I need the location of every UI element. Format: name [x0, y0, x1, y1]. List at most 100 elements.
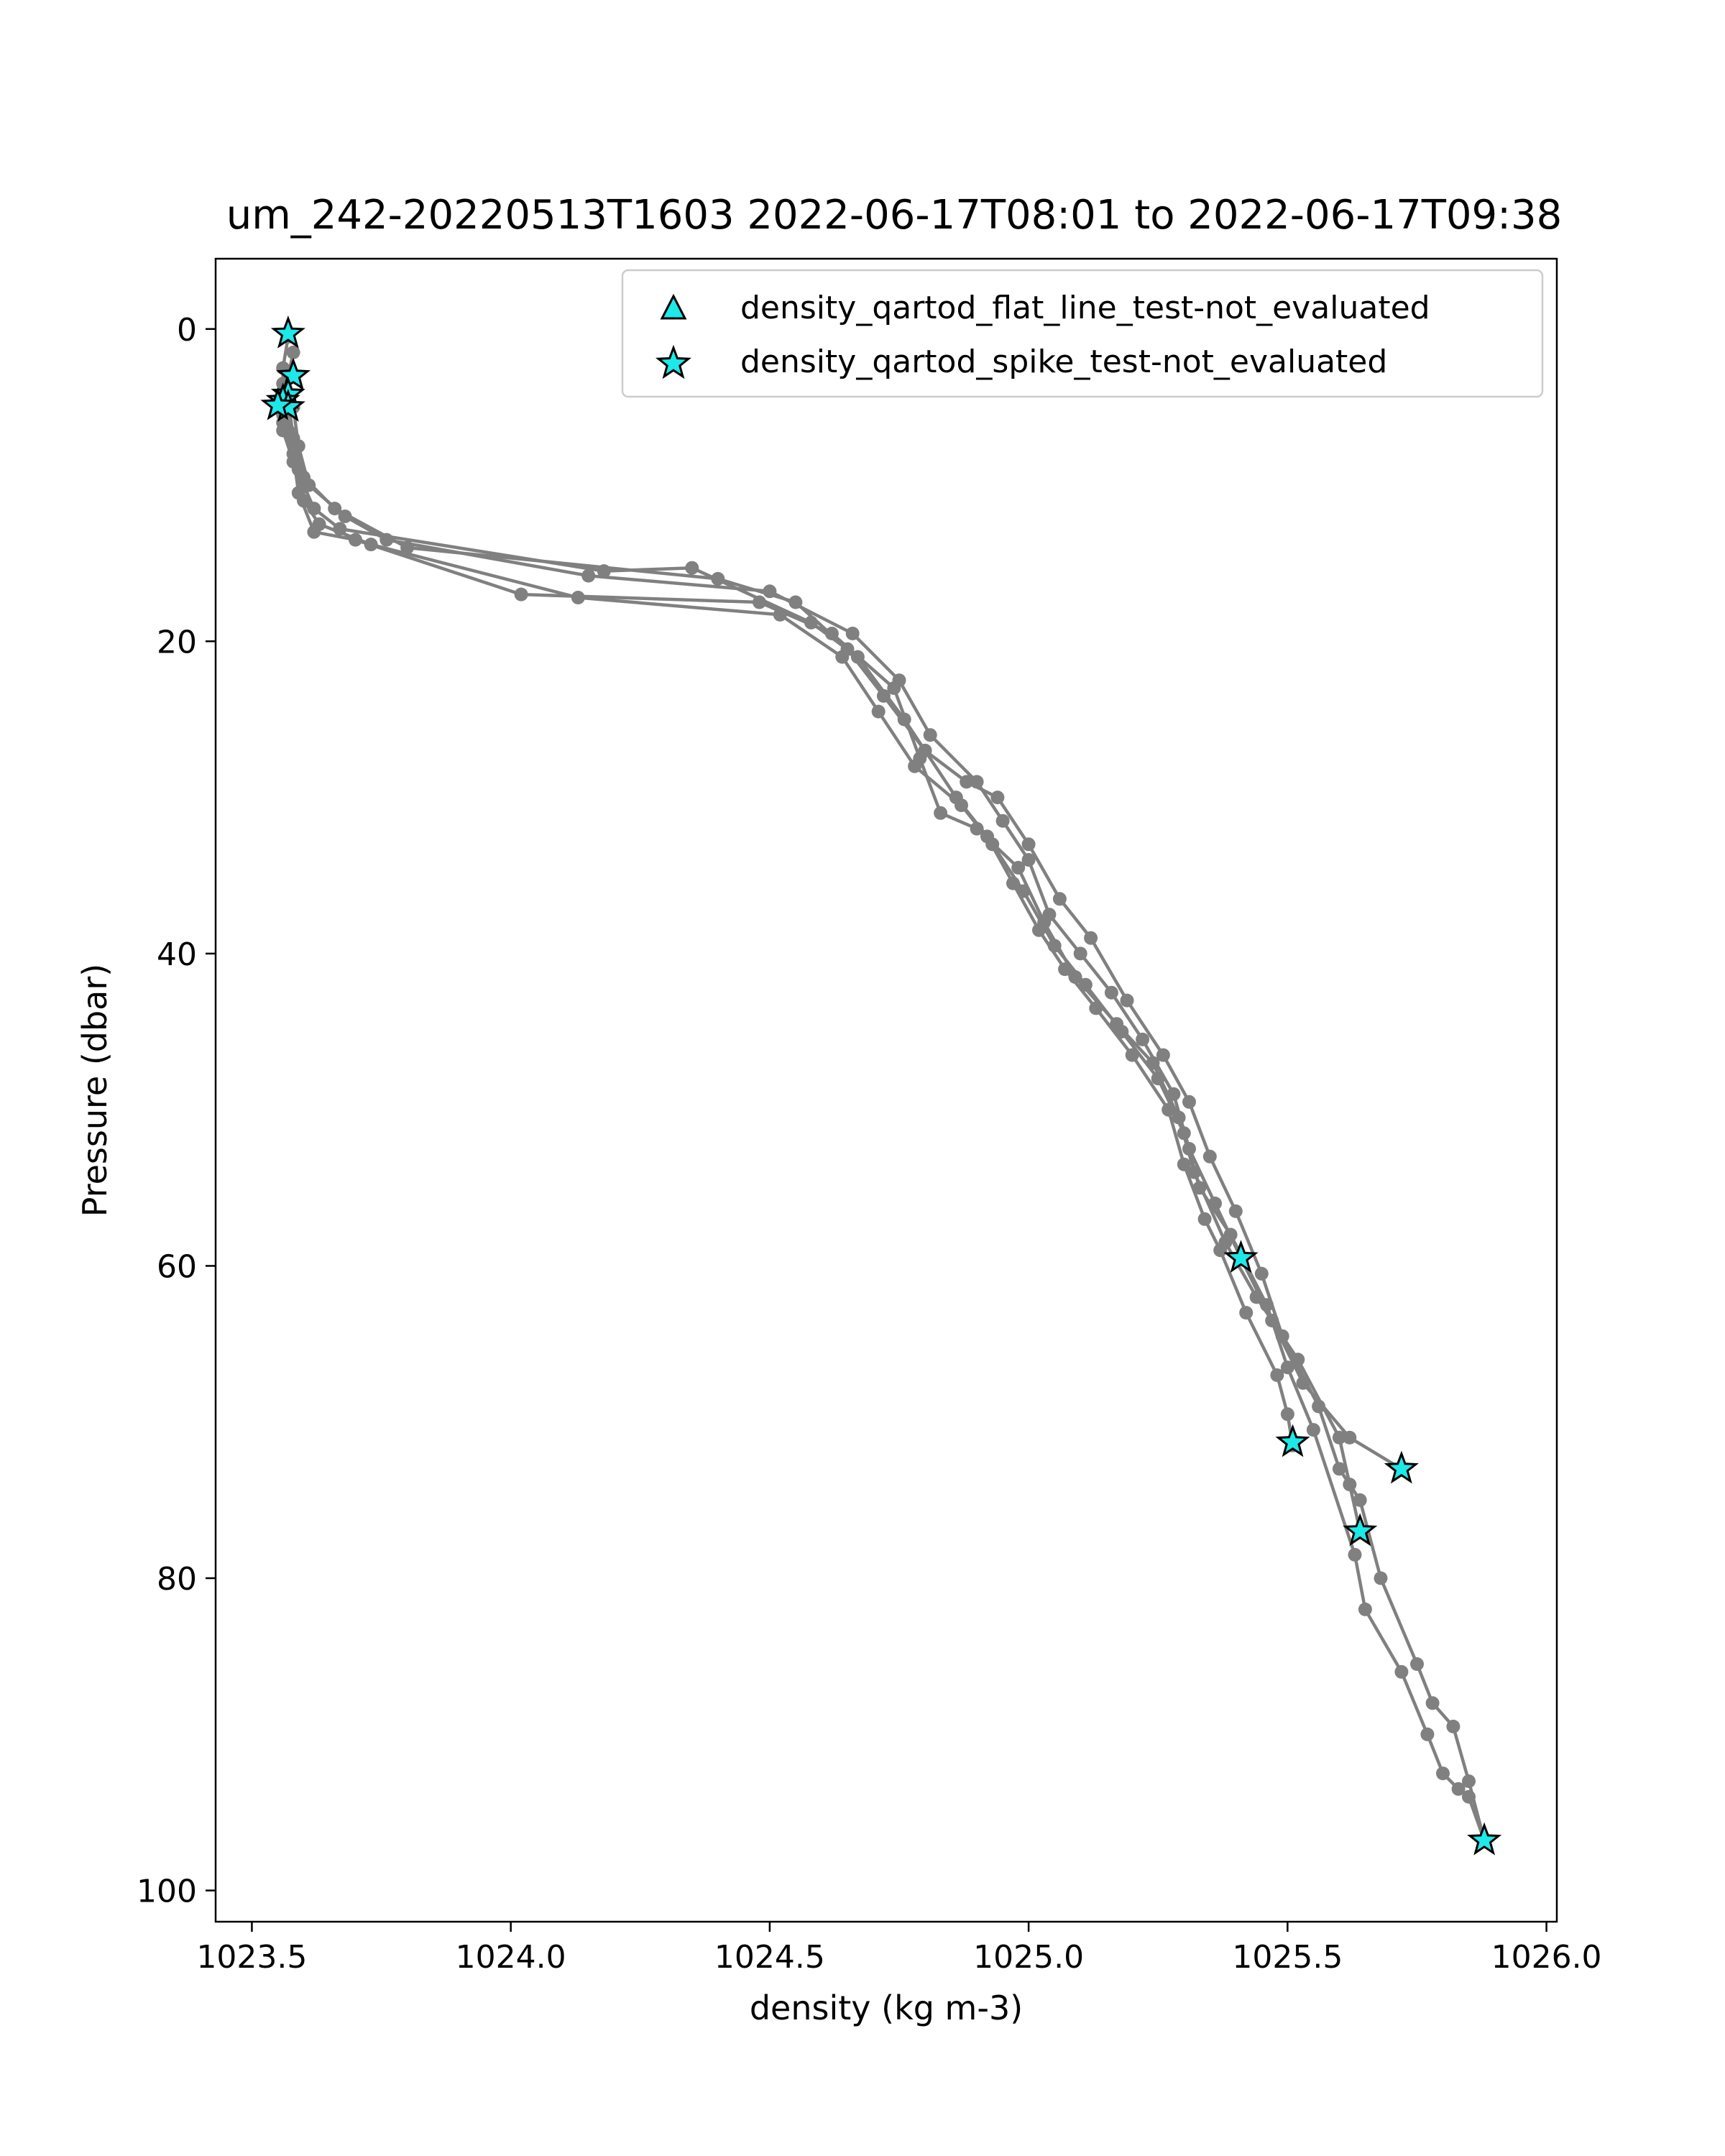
profile-point: [1312, 1399, 1326, 1414]
profile-point: [1332, 1462, 1346, 1476]
profile-point: [1115, 1025, 1129, 1038]
legend-frame: [621, 269, 1544, 398]
profile-point: [1306, 1423, 1320, 1437]
profile-point: [1332, 1430, 1346, 1445]
y-tick-label: 0: [177, 312, 197, 349]
profile-point: [1420, 1727, 1435, 1741]
profile-point: [1202, 1149, 1217, 1164]
profile-point: [1151, 1072, 1165, 1086]
profile-point: [1021, 853, 1036, 867]
profile-point: [571, 591, 585, 604]
profile-2: [281, 345, 1409, 1476]
x-axis: 1023.5 1024.0 1024.5 1025.0 1025.5 1026.0: [196, 1922, 1602, 1976]
profile-point: [286, 455, 300, 469]
profile-point: [1254, 1266, 1269, 1281]
profile-1: [276, 330, 1300, 1452]
profile-point: [1410, 1657, 1424, 1671]
x-tick-label: 1026.0: [1491, 1939, 1602, 1976]
profile-point: [887, 681, 901, 695]
profile-point: [918, 743, 932, 757]
profile-point: [1016, 884, 1031, 898]
profile-point: [835, 650, 850, 664]
profile-point: [1192, 1181, 1207, 1195]
profile-point: [1197, 1212, 1212, 1226]
profile-5: [271, 400, 1491, 1848]
x-tick-label: 1024.0: [456, 1939, 566, 1976]
spike-test-marker: [1275, 1424, 1310, 1457]
profile-point: [1073, 946, 1087, 961]
profile-point: [1451, 1782, 1466, 1796]
profile-point: [1270, 1368, 1284, 1382]
profile-point: [364, 538, 378, 552]
spike-test-marker: [1223, 1240, 1259, 1273]
y-axis-label: Pressure (dbar): [75, 964, 114, 1217]
profile-point: [1156, 1048, 1170, 1062]
profile-point: [1228, 1204, 1243, 1218]
profile-point: [897, 712, 911, 727]
axes-frame: [214, 257, 1558, 1923]
profile-point: [1353, 1493, 1367, 1507]
profile-point: [934, 806, 948, 820]
y-tick-label: 20: [157, 624, 197, 660]
profile-point: [1011, 860, 1026, 875]
profile-point: [960, 775, 974, 789]
profile-point: [1084, 931, 1098, 945]
profile-point: [685, 561, 699, 575]
profile-point: [1120, 993, 1134, 1008]
profile-point: [307, 502, 321, 516]
profile-point: [1223, 1227, 1238, 1242]
profile-point: [990, 791, 1005, 805]
spike-test-marker: [260, 387, 295, 420]
profile-point: [908, 759, 922, 773]
profile-point: [850, 650, 865, 664]
profile-point: [338, 510, 352, 523]
profile-line: [276, 383, 1362, 1532]
spike-test-marker: [1343, 1513, 1378, 1547]
profile-point: [1425, 1696, 1440, 1710]
y-tick-label: 60: [157, 1248, 197, 1285]
profile-line: [281, 398, 1486, 1841]
profile-point: [297, 494, 310, 508]
profile-point: [1177, 1157, 1191, 1171]
profile-point: [514, 587, 528, 602]
profile-point: [763, 584, 777, 599]
profile-point: [985, 837, 1000, 852]
profile-point: [1446, 1719, 1460, 1733]
profile-point: [297, 478, 310, 492]
profile-point: [1348, 1547, 1362, 1562]
qc-series-2: [260, 315, 1502, 1856]
spike-test-marker: [1384, 1450, 1419, 1484]
x-tick-label: 1025.0: [973, 1939, 1084, 1976]
profile-point: [871, 704, 886, 719]
profile-point: [1078, 977, 1092, 992]
profile-point: [286, 345, 300, 359]
profile-point: [1436, 1766, 1450, 1781]
y-tick-label: 40: [157, 936, 197, 973]
profile-point: [581, 568, 596, 583]
profile-point: [1177, 1126, 1191, 1141]
star-marker-icon: [656, 344, 691, 379]
spike-test-marker: [270, 315, 305, 349]
x-axis-label: density (kg m-3): [750, 1989, 1023, 2027]
profile-line: [276, 406, 1486, 1841]
triangle-marker-icon: [660, 293, 687, 320]
profile-point: [276, 423, 290, 438]
profile-point: [995, 814, 1010, 828]
spike-test-marker: [1467, 1822, 1502, 1856]
legend-label-flat-line: density_qartod_flat_line_test-not_evalua…: [740, 290, 1430, 326]
profile-point: [1021, 837, 1036, 852]
profile-point: [1462, 1774, 1476, 1788]
chart-title: um_242-20220513T1603 2022-06-17T08:01 to…: [226, 192, 1563, 239]
profile-point: [1374, 1571, 1388, 1585]
profile-point: [333, 522, 347, 536]
profile-point: [1239, 1306, 1254, 1320]
profile-point: [1280, 1360, 1294, 1375]
legend-label-spike: density_qartod_spike_test-not_evaluated: [740, 344, 1387, 380]
profile-point: [970, 821, 984, 836]
y-tick-label: 100: [137, 1874, 197, 1910]
profile-point: [1394, 1664, 1409, 1679]
profile-point: [804, 615, 818, 630]
profile-point: [312, 517, 326, 531]
profile-line: [281, 336, 1294, 1446]
